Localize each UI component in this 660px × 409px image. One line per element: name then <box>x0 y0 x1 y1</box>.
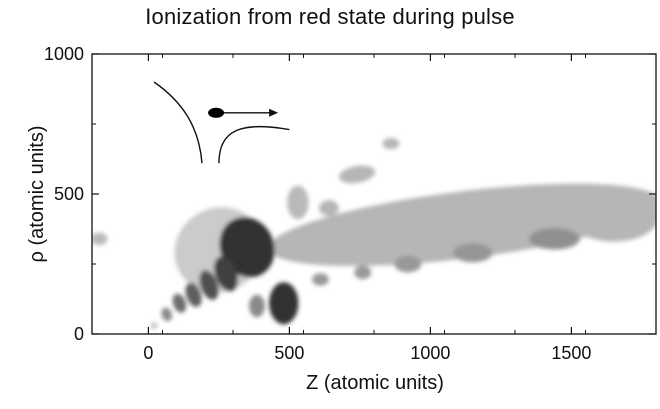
heatmap-blob-2 <box>529 228 580 250</box>
heatmap-blob-14 <box>269 282 299 325</box>
x-axis-label: Z (atomic units) <box>306 372 444 394</box>
heatmap-blob-3 <box>452 243 493 263</box>
heatmap-blobs <box>92 138 656 329</box>
y-tick-label-2: 1000 <box>44 44 84 64</box>
heatmap-blob-18 <box>172 293 187 313</box>
heatmap-blob-5 <box>354 265 372 280</box>
heatmap-blob-1 <box>568 191 656 242</box>
heatmap-blob-20 <box>249 294 265 318</box>
y-tick-label-1: 500 <box>54 184 84 204</box>
heatmap-blob-13 <box>219 217 275 278</box>
electron-arrow-head <box>269 108 279 117</box>
x-tick-label-3: 1500 <box>551 343 591 363</box>
heatmap-blob-21 <box>150 322 158 329</box>
heatmap-blob-15 <box>214 256 238 292</box>
y-tick-label-0: 0 <box>74 324 84 344</box>
heatmap-blob-16 <box>199 270 219 300</box>
axis-ticks <box>91 53 657 335</box>
heatmap-blob-7 <box>319 200 339 216</box>
chart-title: Ionization from red state during pulse <box>145 4 515 29</box>
heatmap-blob-6 <box>311 273 329 286</box>
heatmap-blob-10 <box>287 185 309 220</box>
heatmap-blob-9 <box>382 138 400 150</box>
heatmap-blob-17 <box>185 282 202 307</box>
heatmap-blob-0 <box>268 183 656 266</box>
potential-curve-left <box>153 81 203 164</box>
heatmap-blob-8 <box>338 165 376 184</box>
potential-curve-right <box>218 125 290 164</box>
x-tick-label-1: 500 <box>274 343 304 363</box>
electron-dot <box>208 107 225 118</box>
x-tick-label-0: 0 <box>143 343 153 363</box>
heatmap-blob-4 <box>394 255 422 273</box>
heatmap-blob-11 <box>92 232 108 245</box>
heatmap-blob-19 <box>161 307 173 322</box>
x-tick-label-2: 1000 <box>410 343 450 363</box>
y-axis-label: ρ (atomic units) <box>26 125 48 263</box>
